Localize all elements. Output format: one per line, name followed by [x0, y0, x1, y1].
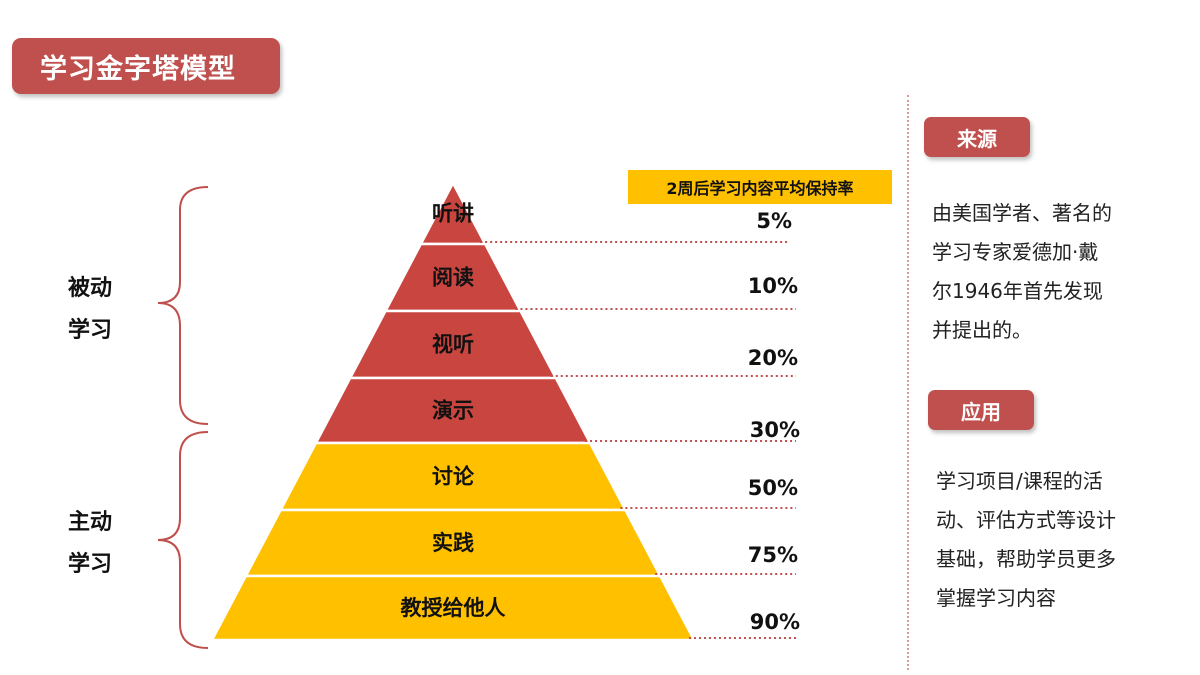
pyramid-layer-label: 视听 [432, 333, 474, 357]
retention-percent: 10% [747, 274, 798, 298]
passive-brace [157, 186, 209, 425]
pyramid-layer [209, 574, 697, 642]
retention-percent: 20% [747, 346, 798, 370]
section-divider [907, 95, 909, 670]
application-text: 学习项目/课程的活 动、评估方式等设计 基础，帮助学员更多 掌握学习内容 [936, 469, 1116, 610]
retention-percent: 50% [747, 476, 798, 500]
application-tag: 应用 [928, 390, 1034, 430]
source-tag: 来源 [924, 117, 1030, 157]
retention-percent: 5% [756, 209, 792, 233]
pyramid-layer-label: 讨论 [432, 465, 475, 489]
pyramid-layer-label: 阅读 [432, 266, 474, 290]
passive-learning-label: 被动 学习 [68, 276, 113, 343]
retention-percent: 75% [747, 543, 798, 567]
retention-header: 2周后学习内容平均保持率 [628, 170, 892, 204]
source-text: 由美国学者、著名的 学习专家爱德加·戴 尔1946年首先发现 并提出的。 [932, 201, 1112, 342]
pyramid-layer-label: 实践 [432, 531, 474, 555]
active-brace [157, 431, 209, 649]
pyramid-layer-label: 听讲 [432, 202, 474, 226]
active-learning-label: 主动 学习 [68, 510, 113, 577]
page-title: 学习金字塔模型 [12, 38, 280, 94]
pyramid-layer-label: 教授给他人 [401, 596, 506, 620]
retention-percent: 30% [749, 418, 800, 442]
retention-percent: 90% [749, 610, 800, 634]
pyramid-layer-label: 演示 [432, 399, 474, 423]
